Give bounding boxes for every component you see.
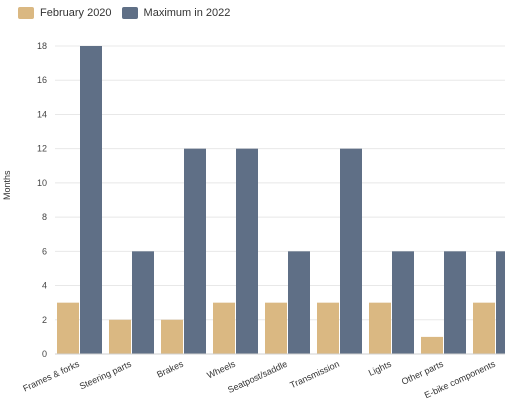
- y-tick-label: 4: [42, 281, 47, 291]
- x-tick-label: Transmission: [288, 359, 340, 391]
- bar-max-2022[interactable]: [80, 46, 102, 354]
- y-tick-label: 0: [42, 349, 47, 359]
- legend-item-max-2022[interactable]: Maximum in 2022: [121, 7, 231, 19]
- bar-feb-2020[interactable]: [265, 302, 287, 354]
- bar-max-2022[interactable]: [184, 148, 206, 354]
- legend: February 2020 Maximum in 2022: [18, 7, 230, 19]
- bar-max-2022[interactable]: [340, 148, 362, 354]
- x-tick-label: Brakes: [155, 359, 185, 380]
- bar-feb-2020[interactable]: [57, 302, 79, 354]
- x-tick-label: Lights: [367, 359, 393, 378]
- bar-max-2022[interactable]: [288, 251, 310, 354]
- bar-max-2022[interactable]: [496, 251, 505, 354]
- x-tick-label: Seatpost/saddle: [226, 359, 289, 395]
- legend-swatch-feb-2020: [18, 7, 34, 19]
- y-tick-label: 8: [42, 212, 47, 222]
- bar-max-2022[interactable]: [132, 251, 154, 354]
- x-tick-label: Other parts: [400, 359, 445, 387]
- legend-label-feb-2020: February 2020: [40, 7, 112, 19]
- y-tick-label: 6: [42, 246, 47, 256]
- bar-max-2022[interactable]: [392, 251, 414, 354]
- x-tick-label: Steering parts: [78, 359, 133, 392]
- y-tick-label: 10: [37, 178, 47, 188]
- bar-feb-2020[interactable]: [109, 319, 131, 354]
- legend-swatch-max-2022: [121, 7, 138, 19]
- bar-max-2022[interactable]: [444, 251, 466, 354]
- bar-feb-2020[interactable]: [473, 302, 495, 354]
- bar-feb-2020[interactable]: [421, 336, 443, 354]
- bar-feb-2020[interactable]: [317, 302, 339, 354]
- bar-feb-2020[interactable]: [369, 302, 391, 354]
- y-tick-label: 12: [37, 144, 47, 154]
- bar-feb-2020[interactable]: [213, 302, 235, 354]
- bar-max-2022[interactable]: [236, 148, 258, 354]
- legend-label-max-2022: Maximum in 2022: [143, 7, 231, 19]
- y-tick-label: 18: [37, 41, 47, 51]
- y-tick-label: 2: [42, 315, 47, 325]
- y-tick-label: 16: [37, 75, 47, 85]
- y-tick-label: 14: [37, 109, 47, 119]
- bar-feb-2020[interactable]: [161, 319, 183, 354]
- x-tick-label: Frames & forks: [21, 359, 81, 394]
- x-tick-label: Wheels: [205, 359, 237, 381]
- legend-item-feb-2020[interactable]: February 2020: [18, 7, 112, 19]
